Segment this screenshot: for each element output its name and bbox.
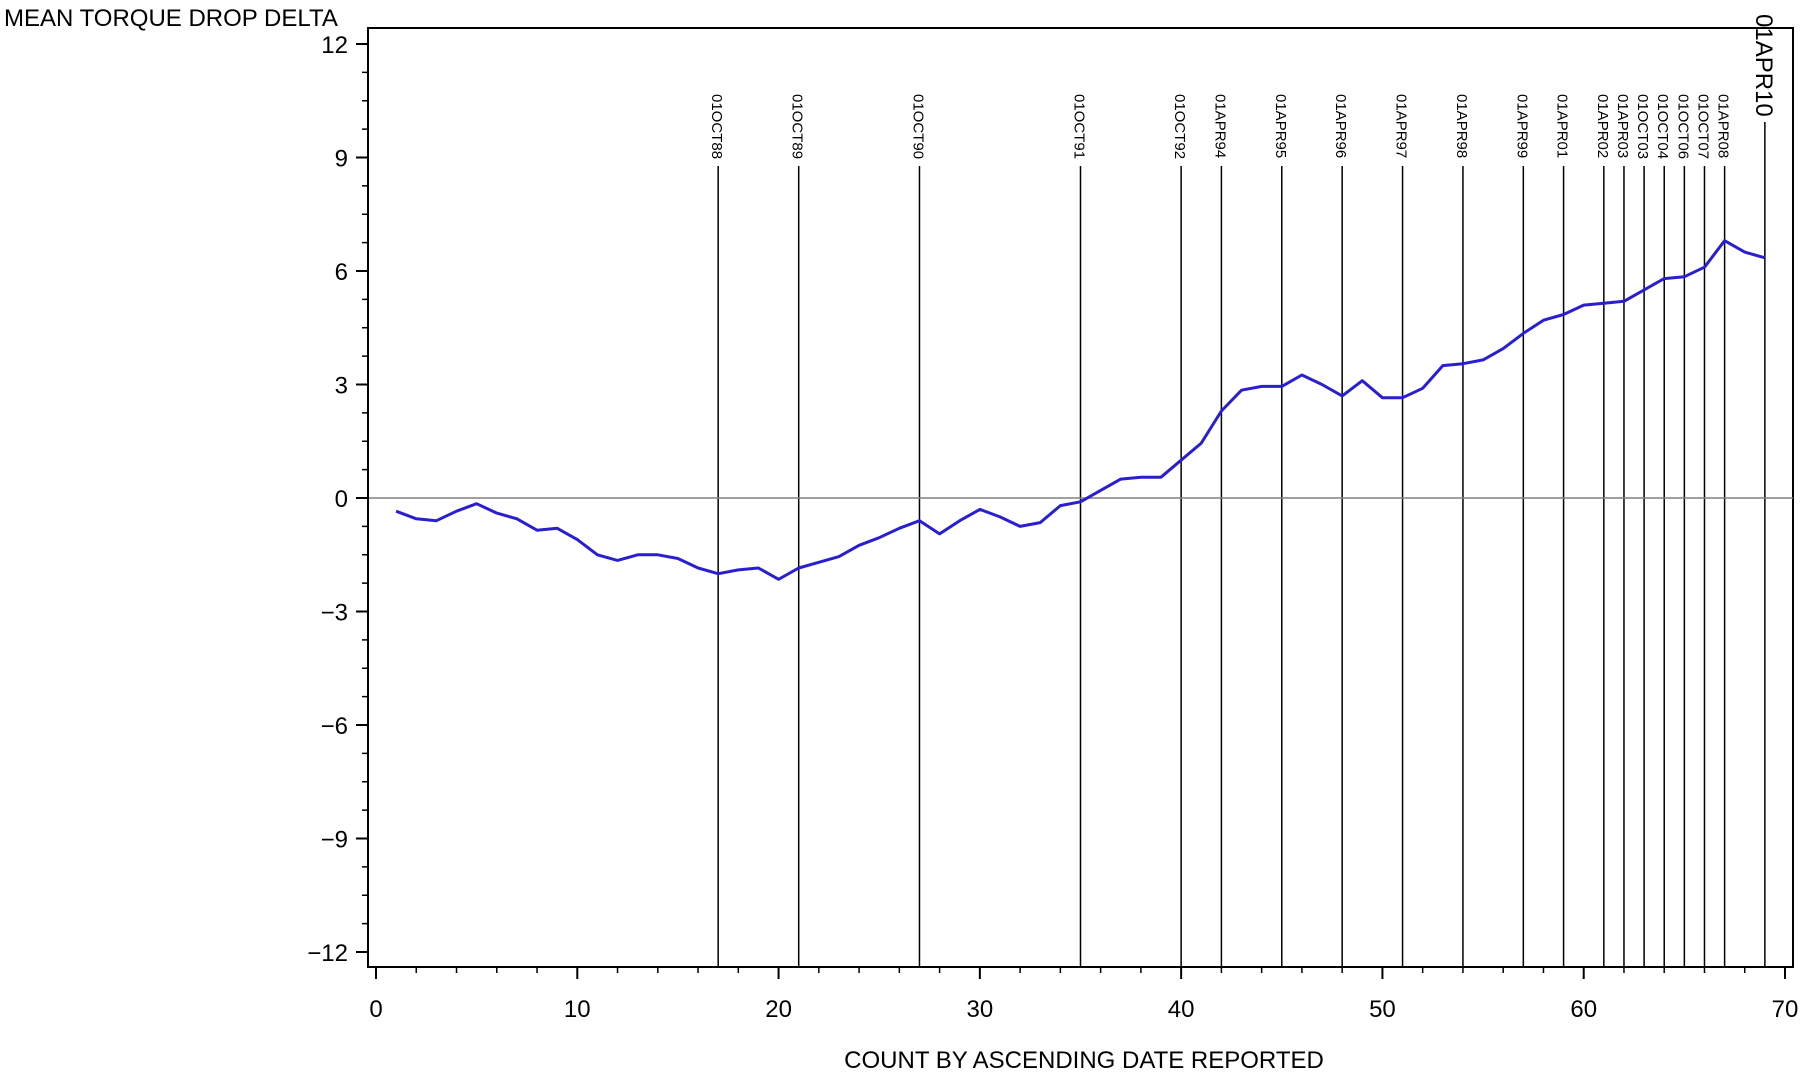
y-tick-label: −12: [307, 940, 348, 967]
reference-lines: [717, 122, 1766, 967]
y-tick-label: 6: [335, 259, 348, 286]
reference-label: 01OCT90: [909, 94, 926, 159]
reference-label: 01APR97: [1393, 94, 1410, 158]
y-tick-label: −3: [321, 600, 348, 627]
x-axis: 0 10 20 30 40 50 60 70: [368, 966, 1799, 1023]
reference-label: 01APR99: [1513, 94, 1530, 158]
reference-label: 01OCT07: [1694, 94, 1711, 159]
x-tick-label: 50: [1369, 996, 1396, 1023]
y-tick-label: 9: [335, 146, 348, 173]
y-tick-label: −6: [321, 713, 348, 740]
x-tick-label: 20: [765, 996, 792, 1023]
y-tick-label: 0: [335, 486, 348, 513]
y-axis: 12 9 6 3 0 −3 −6 −9 −12: [307, 28, 369, 967]
y-tick-label: 3: [335, 373, 348, 400]
x-tick-label: 40: [1168, 996, 1195, 1023]
reference-label: 01APR01: [1554, 94, 1571, 158]
reference-label: 01OCT88: [708, 94, 725, 159]
y-axis-title: MEAN TORQUE DROP DELTA: [4, 5, 338, 32]
reference-labels: 01OCT88 01OCT89 01OCT90 01OCT91 01OCT92 01APR…: [708, 14, 1777, 159]
x-tick-label: 30: [967, 996, 994, 1023]
reference-label: 01APR98: [1453, 94, 1470, 158]
x-tick-label: 10: [564, 996, 591, 1023]
y-tick-label: 12: [321, 32, 348, 59]
reference-label: 01APR08: [1715, 94, 1732, 158]
x-axis-title: COUNT BY ASCENDING DATE REPORTED: [844, 1047, 1324, 1074]
reference-label: 01OCT03: [1634, 94, 1651, 159]
reference-label: 01OCT06: [1674, 94, 1691, 159]
reference-label: 01OCT92: [1171, 94, 1188, 159]
x-tick-label: 60: [1570, 996, 1597, 1023]
x-tick-label: 70: [1772, 996, 1799, 1023]
reference-label: 01APR02: [1594, 94, 1611, 158]
series-line: [395, 239, 1766, 581]
reference-label: 01APR03: [1614, 94, 1631, 158]
reference-label: 01OCT04: [1654, 94, 1671, 159]
reference-label: 01OCT89: [789, 94, 806, 159]
x-tick-label: 0: [369, 996, 382, 1023]
reference-label: 01APR95: [1272, 94, 1289, 158]
y-tick-label: −9: [321, 827, 348, 854]
reference-label: 01APR94: [1211, 94, 1228, 158]
reference-label: 01APR10: [1750, 14, 1777, 117]
reference-label: 01APR96: [1332, 94, 1349, 158]
reference-label: 01OCT91: [1071, 94, 1088, 159]
